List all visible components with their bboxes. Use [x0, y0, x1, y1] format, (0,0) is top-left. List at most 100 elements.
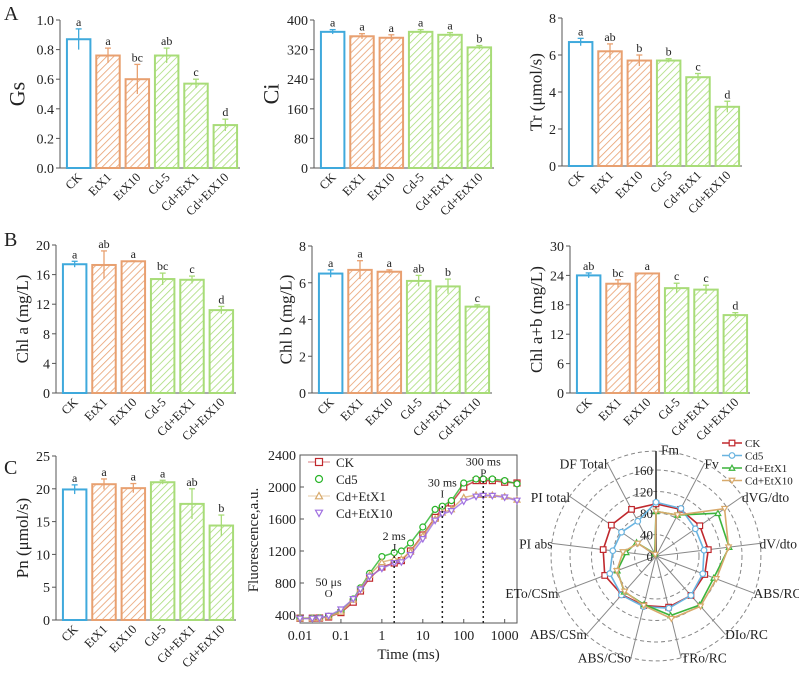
radar-point [634, 540, 642, 548]
significance-letter: d [724, 87, 730, 101]
legend-label: Cd+EtX10 [745, 476, 793, 488]
data-point [349, 595, 358, 604]
bar-Cd+EtX1 [179, 502, 205, 621]
radar-point [620, 588, 629, 596]
y-tick-label: 6 [557, 358, 564, 373]
x-tick-label: EtX1 [82, 395, 111, 424]
y-tick-label: 2 [549, 123, 556, 138]
significance-letter: ab [604, 30, 615, 44]
radar-chart: Fm Fv dVG/dto dV/dto ABS/RC DIo/RC TRo/RC ABS/C… [505, 438, 799, 665]
bar-EtX10 [120, 260, 147, 394]
radar-point [599, 546, 607, 553]
data-point [397, 547, 406, 555]
y-tick-label: 400 [287, 14, 308, 29]
legend-label: Cd+EtX10 [336, 506, 392, 521]
bar-Cd-5 [149, 278, 176, 395]
bar-Cd+EtX1 [437, 33, 463, 169]
bar-chart-chlab: 0 6 12 18 24 30 Chl a+b (mg/L) ab CK bc EtX1 a EtX10… [527, 240, 750, 444]
panel-label-b: B [4, 229, 17, 251]
significance-letter: c [475, 291, 480, 305]
x-tick-label: EtX10 [612, 168, 645, 201]
panel-label-c: C [4, 457, 17, 479]
radar-axis-label: PI abs [519, 536, 552, 551]
significance-letter: c [695, 60, 700, 74]
data-point [459, 498, 468, 506]
plot-frame [299, 454, 518, 624]
bar-Cd+EtX10 [464, 305, 491, 395]
radar-series-Cd+EtX10 [615, 507, 730, 620]
y-tick-label: 0.2 [37, 132, 55, 147]
data-point [356, 586, 365, 594]
radar-point [612, 568, 621, 575]
y-tick-label: 4 [299, 314, 306, 329]
significance-letter: b [476, 32, 482, 46]
y-tick-label: 18 [550, 299, 564, 314]
data-point [512, 497, 522, 505]
y-tick-label: 30 [550, 240, 564, 255]
y-tick-label: 0 [301, 162, 308, 177]
x-tick-label: CK [565, 168, 587, 190]
radar-point [700, 546, 708, 554]
bar-CK [567, 41, 594, 167]
radar-point [691, 525, 699, 533]
y-axis-label: Chl a+b (mg/L) [527, 266, 546, 373]
y-axis-label: Pn (μmol/s) [13, 498, 32, 578]
y-axis-label: Ci [259, 84, 284, 105]
bar-Cd-5 [407, 30, 434, 170]
significance-letter: c [703, 271, 708, 285]
y-tick-label: 160 [287, 103, 308, 118]
significance-letter: a [447, 19, 453, 33]
bar-EtX10 [376, 270, 403, 395]
bar-Cd+EtX10 [466, 46, 493, 170]
significance-letter: d [222, 105, 228, 119]
radar-point [720, 505, 729, 513]
radar-axis-label: Fm [661, 443, 680, 458]
y-tick-label: 12 [36, 298, 50, 313]
significance-letter: b [218, 501, 224, 515]
x-tick-label: 0.1 [332, 629, 350, 644]
y-tick-label: 800 [275, 577, 296, 592]
radar-grid-circle [612, 512, 700, 600]
x-tick-label: 1000 [491, 629, 519, 644]
y-tick-label: 8 [299, 240, 306, 255]
radar-axis-label: Fv [704, 457, 719, 472]
y-tick-label: 1.0 [37, 14, 55, 29]
radar-point [651, 551, 660, 559]
bar-CK [319, 30, 346, 170]
radar-point [652, 498, 660, 506]
x-tick-label: CK [573, 395, 595, 417]
y-axis-label: Tr (μmol/s) [527, 53, 546, 131]
data-point [472, 475, 480, 483]
data-point [418, 535, 427, 544]
bar-Cd+EtX1 [693, 288, 719, 394]
bar-Cd+EtX10 [722, 314, 749, 394]
radar-point [696, 522, 704, 530]
y-tick-label: 20 [36, 483, 50, 498]
data-point [336, 606, 345, 614]
significance-letter: c [674, 269, 679, 283]
radar-tick-label: 40 [640, 528, 653, 543]
x-tick-label: EtX10 [362, 395, 395, 428]
bar-CK [61, 263, 88, 394]
radar-axis-label: ABS/CSm [530, 627, 588, 642]
significance-letter: c [189, 262, 194, 276]
panel-label-a: A [4, 3, 19, 25]
radar-point [724, 544, 733, 552]
radar-point [639, 602, 648, 610]
y-tick-label: 0 [43, 387, 50, 402]
annotation-label: 30 ms [428, 475, 457, 489]
bar-Cd+EtX10 [208, 309, 235, 394]
radar-point [606, 570, 614, 577]
legend-marker [314, 474, 324, 484]
data-point [472, 493, 481, 501]
bar-EtX1 [347, 268, 373, 395]
x-tick-label: 1 [378, 629, 385, 644]
radar-point [609, 547, 617, 555]
significance-letter: ab [413, 261, 424, 275]
significance-letter: a [418, 16, 424, 30]
y-axis-label: Chl b (mg/L) [277, 275, 296, 365]
bar-CK [575, 274, 602, 394]
legend-label: CK [745, 438, 760, 450]
